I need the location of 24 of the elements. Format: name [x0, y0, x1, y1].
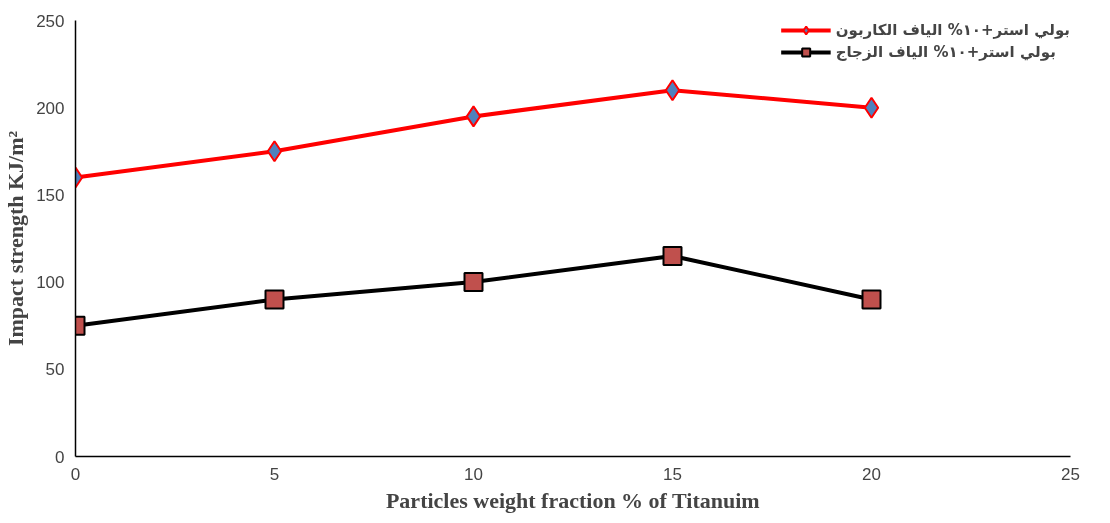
point — [664, 79, 681, 102]
x-tick-label: 5 — [269, 464, 280, 484]
y-tick-label: 150 — [36, 185, 65, 205]
x-tick-label: 15 — [663, 464, 682, 484]
y-tick-label: 250 — [36, 11, 65, 31]
y-axis-title: Impact strength KJ/m² — [3, 130, 29, 347]
x-tick-label: 20 — [862, 464, 881, 484]
point — [463, 272, 484, 293]
x-tick-label: 10 — [464, 464, 483, 484]
point — [861, 289, 882, 310]
point — [266, 140, 283, 163]
y-tick-label: 200 — [36, 98, 65, 118]
x-axis-title: Particles weight fraction % of Titanuim — [385, 487, 760, 513]
point — [662, 245, 683, 266]
point — [465, 105, 482, 128]
x-tick-label: 25 — [1061, 464, 1080, 484]
y-tick-label: 50 — [45, 360, 65, 380]
point — [863, 96, 880, 119]
point — [264, 289, 285, 310]
y-tick-label: 0 — [55, 447, 65, 467]
legend-label: بولي استر+١٠% الياف الزجاج — [835, 43, 1056, 61]
x-tick-label: 0 — [70, 464, 81, 484]
legend-label: بولي استر+١٠% الياف الكاربون — [835, 21, 1070, 39]
y-tick-label: 100 — [36, 273, 65, 293]
